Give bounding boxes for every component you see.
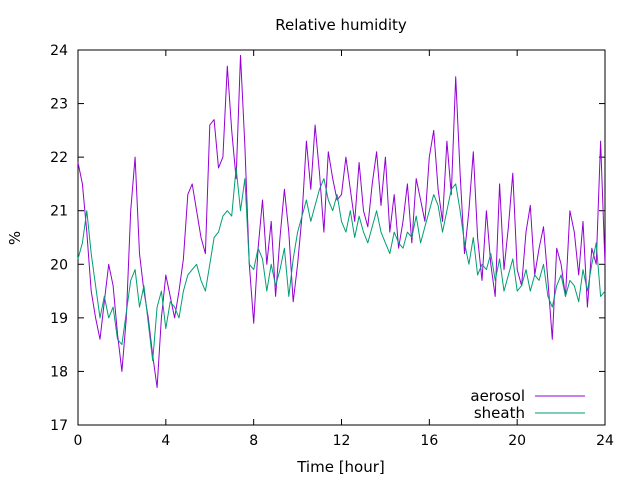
- y-tick-label: 23: [50, 97, 68, 113]
- y-tick-label: 20: [50, 257, 68, 273]
- series-line-sheath: [77, 167, 606, 362]
- y-tick-label: 21: [50, 204, 68, 220]
- legend-label-sheath: sheath: [474, 404, 525, 422]
- x-tick-label: 0: [74, 433, 83, 449]
- x-tick-label: 12: [333, 433, 351, 449]
- x-tick-label: 4: [161, 433, 170, 449]
- series-line-aerosol: [77, 54, 606, 388]
- chart-title: Relative humidity: [275, 16, 407, 34]
- x-axis-label: Time [hour]: [296, 458, 385, 476]
- y-tick-label: 19: [50, 311, 68, 327]
- x-tick-label: 24: [596, 433, 614, 449]
- y-tick-label: 24: [50, 43, 68, 59]
- y-tick-label: 22: [50, 150, 68, 166]
- y-axis-label: %: [6, 231, 24, 245]
- y-tick-label: 18: [50, 364, 68, 380]
- x-tick-label: 16: [420, 433, 438, 449]
- plot-area: 0 4 8 12 16 20 24 17 18 19 20 21 22 23 24: [50, 43, 614, 449]
- y-tick-label: 17: [50, 418, 68, 434]
- x-tick-label: 8: [249, 433, 258, 449]
- x-tick-label: 20: [508, 433, 526, 449]
- legend-label-aerosol: aerosol: [470, 387, 525, 405]
